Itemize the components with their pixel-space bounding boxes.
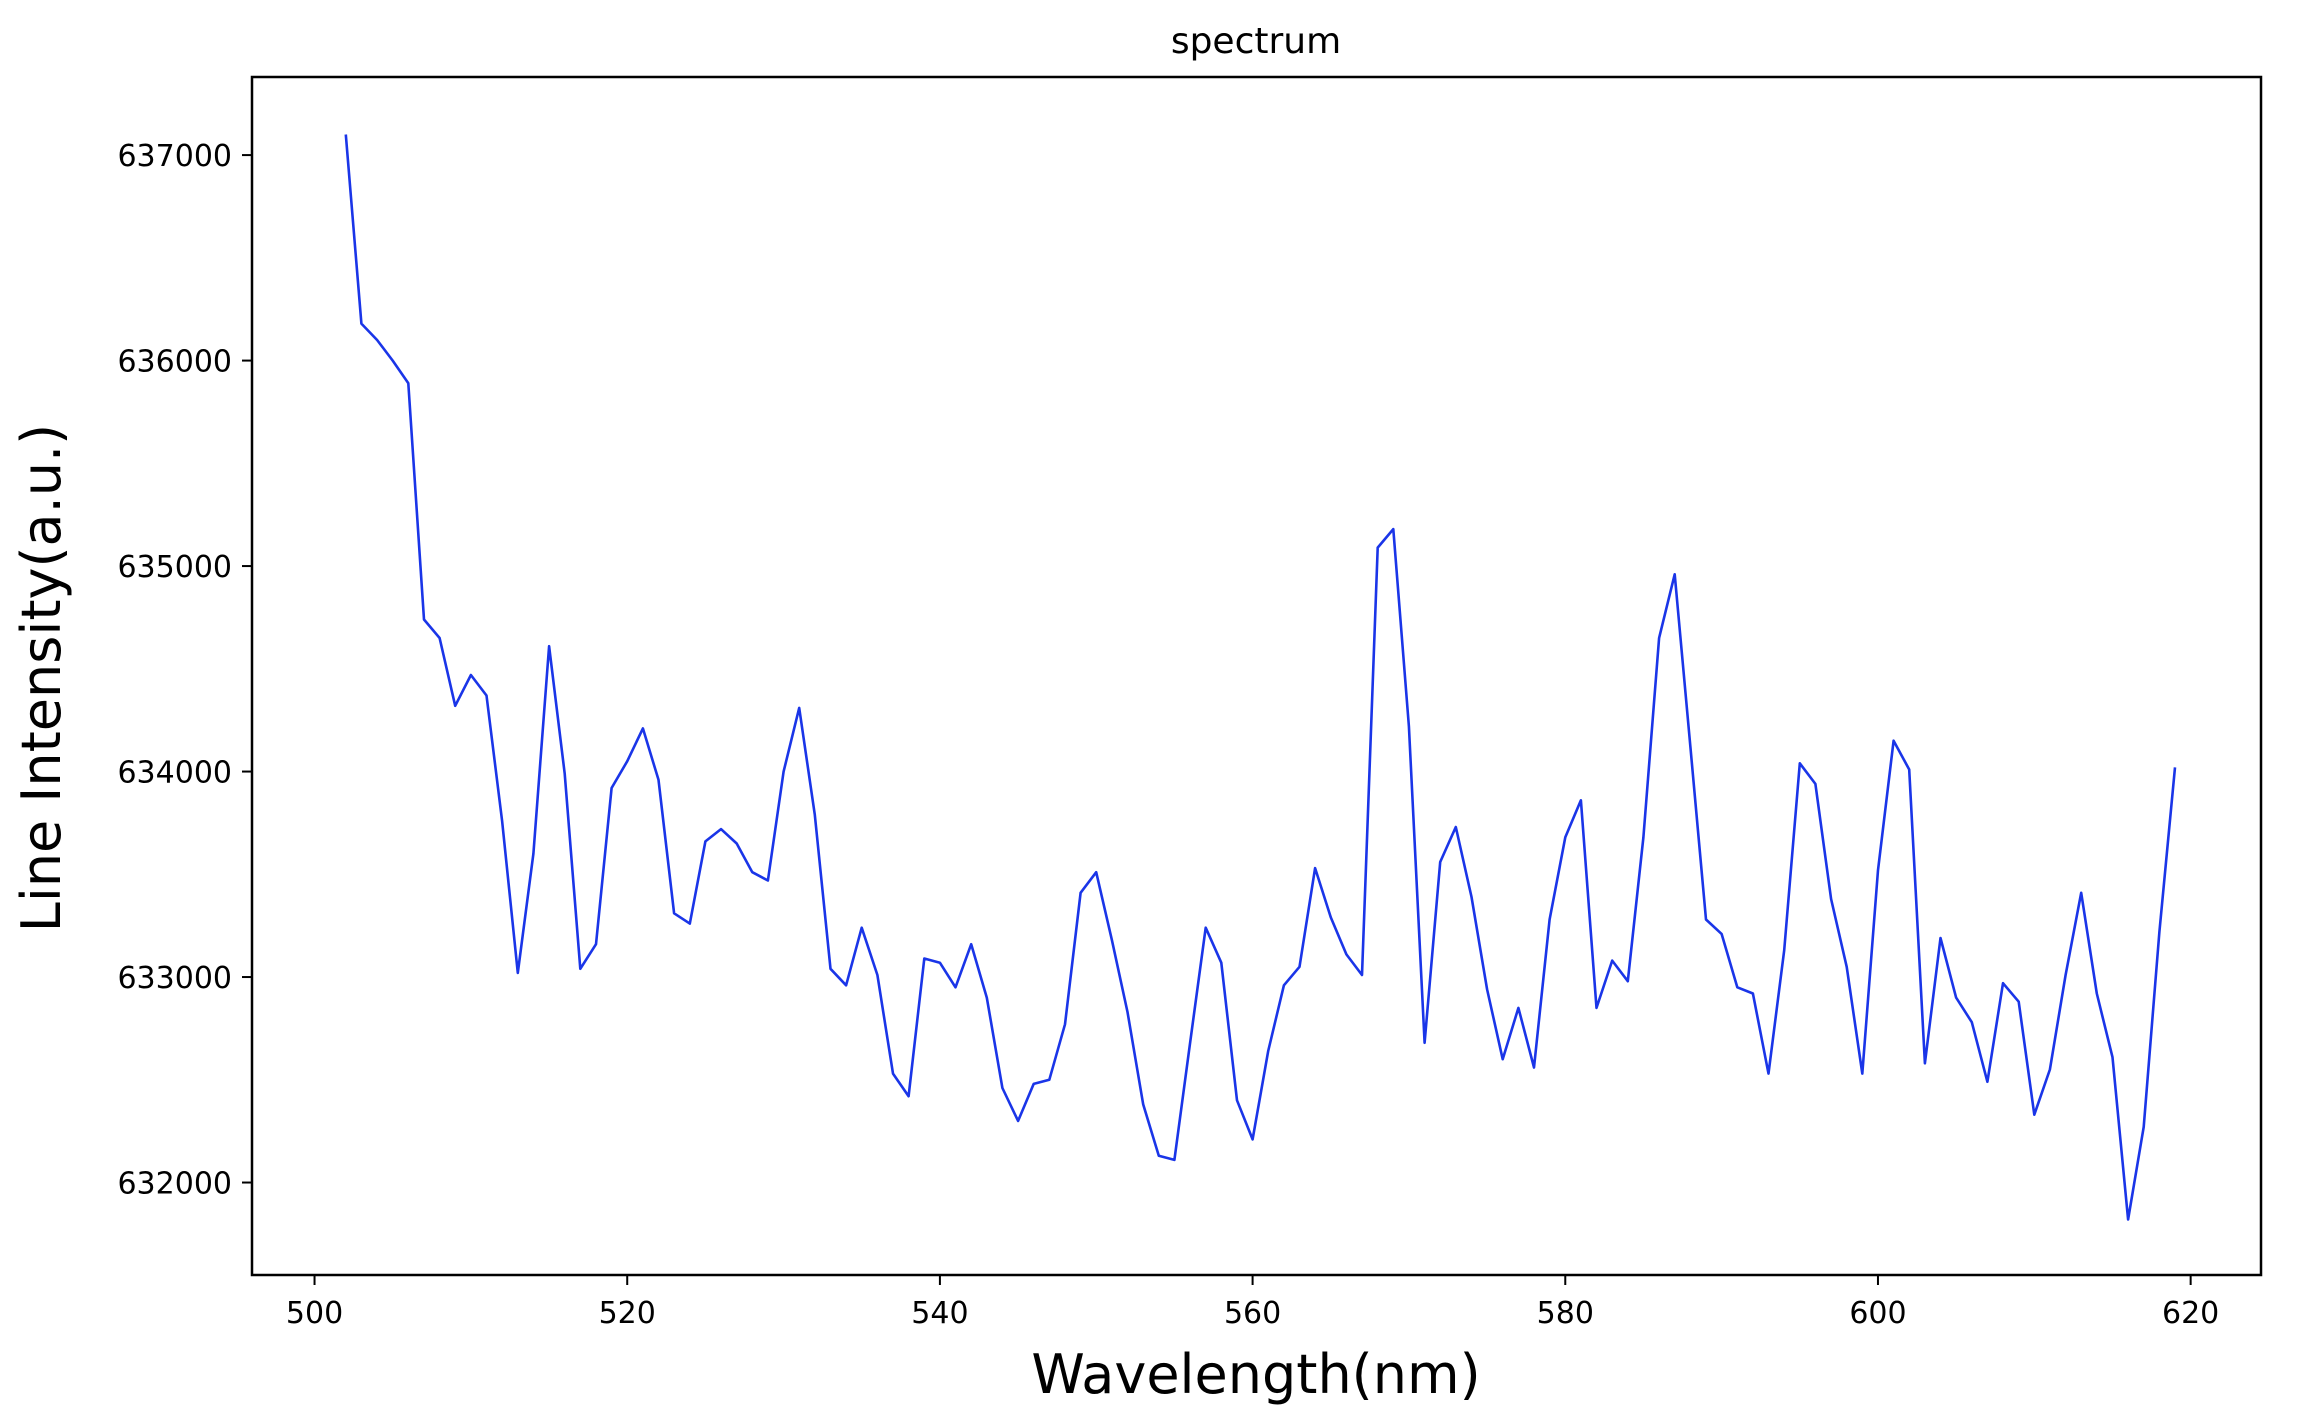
x-tick-label: 500 bbox=[286, 1296, 343, 1331]
x-tick-label: 620 bbox=[2162, 1296, 2219, 1331]
chart-title: spectrum bbox=[1171, 21, 1341, 62]
x-axis-title: Wavelength(nm) bbox=[1031, 1343, 1480, 1406]
y-axis-title: Line Intensity(a.u.) bbox=[10, 424, 73, 933]
y-tick-label: 634000 bbox=[117, 756, 232, 791]
x-tick-label: 520 bbox=[599, 1296, 656, 1331]
y-axis: 632000 633000 634000 635000 636000 637000 bbox=[117, 139, 252, 1202]
y-tick-label: 636000 bbox=[117, 345, 232, 380]
y-tick-label: 633000 bbox=[117, 961, 232, 996]
x-axis: 500 520 540 560 580 600 620 bbox=[286, 1275, 2219, 1331]
y-tick-label: 637000 bbox=[117, 139, 232, 174]
x-tick-label: 600 bbox=[1849, 1296, 1906, 1331]
y-tick-label: 632000 bbox=[117, 1167, 232, 1202]
plot-area bbox=[344, 134, 2177, 1221]
y-tick-label: 635000 bbox=[117, 550, 232, 585]
spectrum-line bbox=[344, 134, 2177, 1221]
x-tick-label: 540 bbox=[911, 1296, 968, 1331]
x-tick-label: 580 bbox=[1537, 1296, 1594, 1331]
x-tick-label: 560 bbox=[1224, 1296, 1281, 1331]
plot-frame bbox=[250, 75, 2263, 1277]
